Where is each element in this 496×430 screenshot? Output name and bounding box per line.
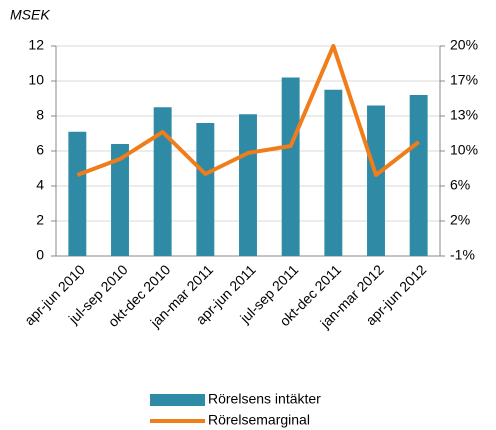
y-tick-label: 2 bbox=[36, 212, 44, 228]
y-tick-label: 0 bbox=[36, 247, 44, 263]
y2-tick-label: -1% bbox=[450, 247, 475, 263]
y2-tick-label: 13% bbox=[450, 107, 478, 123]
legend-label: Rörelsemarginal bbox=[208, 412, 310, 428]
legend-label: Rörelsens intäkter bbox=[208, 391, 321, 407]
bar bbox=[367, 105, 385, 256]
y2-tick-label: 2% bbox=[450, 212, 470, 228]
y-tick-label: 10 bbox=[28, 72, 44, 88]
y2-tick-label: 20% bbox=[450, 37, 478, 53]
line bbox=[76, 44, 420, 177]
bar bbox=[68, 131, 87, 256]
y2-tick-label: 10% bbox=[450, 142, 478, 158]
bar bbox=[196, 123, 215, 256]
bar bbox=[281, 77, 300, 256]
bar bbox=[239, 114, 257, 256]
y-tick-label: 12 bbox=[28, 37, 44, 53]
y-tick-label: 8 bbox=[36, 107, 44, 123]
y-axis-label: MSEK bbox=[10, 7, 50, 23]
bar bbox=[409, 95, 428, 256]
bar bbox=[153, 107, 172, 256]
y-tick-label: 4 bbox=[36, 177, 44, 193]
legend-swatch bbox=[150, 394, 205, 406]
bar bbox=[111, 144, 129, 256]
y-tick-label: 6 bbox=[36, 142, 44, 158]
y2-tick-label: 6% bbox=[450, 177, 470, 193]
bar bbox=[324, 89, 343, 256]
y2-tick-label: 17% bbox=[450, 72, 478, 88]
